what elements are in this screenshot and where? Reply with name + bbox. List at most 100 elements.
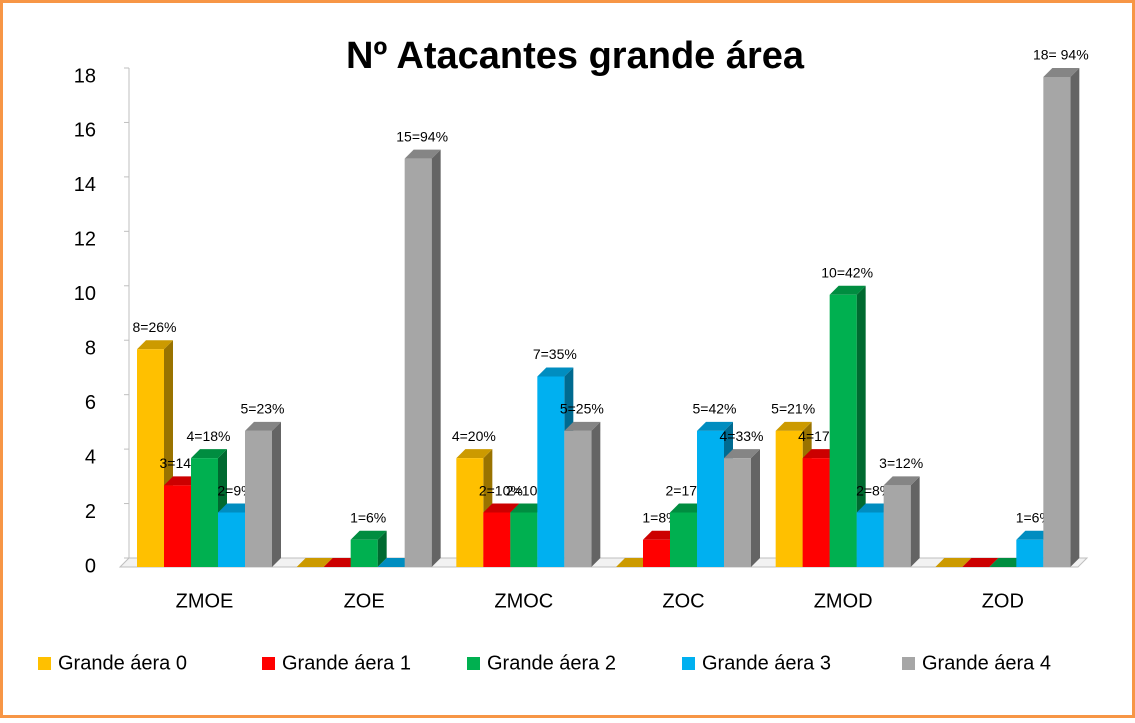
bar-face (697, 430, 724, 567)
legend-label: Grande áera 2 (487, 652, 616, 674)
bar-face (775, 421, 812, 431)
bar-face (724, 458, 751, 567)
bar-face (350, 530, 387, 540)
legend-swatch (262, 657, 275, 670)
legend-swatch (38, 657, 51, 670)
bar-face (456, 449, 493, 459)
legend-label: Grande áera 0 (58, 652, 187, 674)
y-tick-label: 2 (85, 501, 96, 523)
bar-face (431, 149, 441, 567)
bar-face (377, 530, 387, 567)
data-label: 1=6% (350, 509, 386, 525)
data-label: 5=42% (693, 401, 737, 417)
bar-face (829, 285, 866, 295)
bar-face (456, 458, 484, 567)
bar (404, 149, 441, 567)
bar-face (962, 558, 999, 567)
bar (296, 558, 333, 567)
data-label: 2=8% (856, 482, 892, 498)
bar (962, 558, 999, 567)
bar-face (404, 149, 441, 159)
bar-face (1043, 77, 1071, 567)
y-tick-label: 8 (85, 338, 96, 360)
legend-label: Grande áera 3 (702, 652, 831, 674)
data-label: 1=6% (1016, 509, 1052, 525)
bar (245, 421, 281, 567)
y-tick-label: 10 (74, 283, 96, 305)
bar-face (218, 512, 245, 567)
bar-face (137, 349, 164, 567)
bar (883, 476, 920, 567)
bar-face (883, 485, 911, 567)
bar (829, 285, 866, 567)
bar-face (564, 421, 601, 431)
y-tick-label: 0 (85, 555, 96, 577)
bar-face (883, 476, 920, 486)
data-label: 10=42% (821, 264, 873, 280)
x-tick-label: ZOD (982, 590, 1024, 612)
bar-face (910, 476, 920, 567)
legend-swatch (467, 657, 480, 670)
bar-face (670, 512, 697, 567)
data-label: 4=18% (187, 428, 231, 444)
bar-face (1070, 68, 1080, 567)
y-tick-label: 16 (74, 120, 96, 142)
chart-title: Nº Atacantes grande área (346, 35, 805, 77)
legend-label: Grande áera 1 (282, 652, 411, 674)
bar-face (697, 421, 733, 431)
data-label: 5=23% (241, 401, 285, 417)
bar-face (245, 421, 281, 431)
bar-face (856, 512, 884, 567)
data-label: 7=35% (533, 346, 577, 362)
y-tick-label: 6 (85, 392, 96, 414)
data-label: 5=21% (771, 401, 815, 417)
legend-label: Grande áera 4 (922, 652, 1051, 674)
bar-face (643, 539, 670, 567)
bar-face (802, 458, 830, 567)
bar-face (856, 285, 866, 567)
bar-face (191, 458, 218, 567)
bar (935, 558, 972, 567)
x-tick-label: ZMOE (176, 590, 234, 612)
bar-face (1016, 539, 1044, 567)
bar-face (483, 512, 511, 567)
bar (1043, 68, 1080, 567)
legend-swatch (682, 657, 695, 670)
data-label: 2=9% (217, 482, 253, 498)
data-label: 2=10% (479, 482, 523, 498)
data-label: 15=94% (396, 128, 448, 144)
bar-face (1043, 68, 1080, 77)
x-tick-label: ZMOD (814, 590, 873, 612)
bar-face (272, 421, 281, 567)
x-tick-label: ZMOC (494, 590, 553, 612)
bar-face (724, 449, 760, 459)
bar-face (935, 558, 972, 567)
bar-face (829, 294, 857, 567)
bar-face (564, 430, 592, 567)
data-label: 1=8% (642, 509, 678, 525)
bar-face (537, 367, 574, 377)
data-label: 8=26% (133, 319, 177, 335)
bar-face (483, 503, 520, 513)
bar-face (164, 485, 191, 567)
bar (350, 530, 387, 567)
legend-swatch (902, 657, 915, 670)
y-tick-label: 18 (74, 65, 96, 87)
y-tick-label: 4 (85, 446, 96, 468)
bar-face (245, 430, 272, 567)
y-tick-label: 14 (74, 174, 96, 196)
bar-face (510, 512, 538, 567)
y-tick-label: 12 (74, 229, 96, 251)
data-label: 4=33% (720, 428, 764, 444)
data-label: 4=20% (452, 428, 496, 444)
x-tick-label: ZOE (344, 590, 385, 612)
bar-face (191, 449, 227, 459)
bar-face (751, 449, 760, 567)
bar (724, 449, 760, 567)
bar-face (137, 340, 173, 350)
bar-face (537, 376, 565, 567)
bar-face (350, 539, 378, 567)
bar-face (775, 430, 803, 567)
